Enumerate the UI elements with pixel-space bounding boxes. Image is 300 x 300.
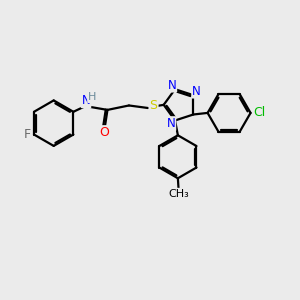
Text: N: N (82, 94, 90, 107)
Text: N: N (167, 79, 176, 92)
Text: Cl: Cl (253, 106, 266, 119)
Text: S: S (150, 99, 158, 112)
Text: N: N (167, 117, 175, 130)
Text: N: N (192, 85, 201, 98)
Text: O: O (100, 126, 110, 139)
Text: CH₃: CH₃ (168, 189, 189, 199)
Text: H: H (88, 92, 97, 102)
Text: F: F (23, 128, 31, 141)
